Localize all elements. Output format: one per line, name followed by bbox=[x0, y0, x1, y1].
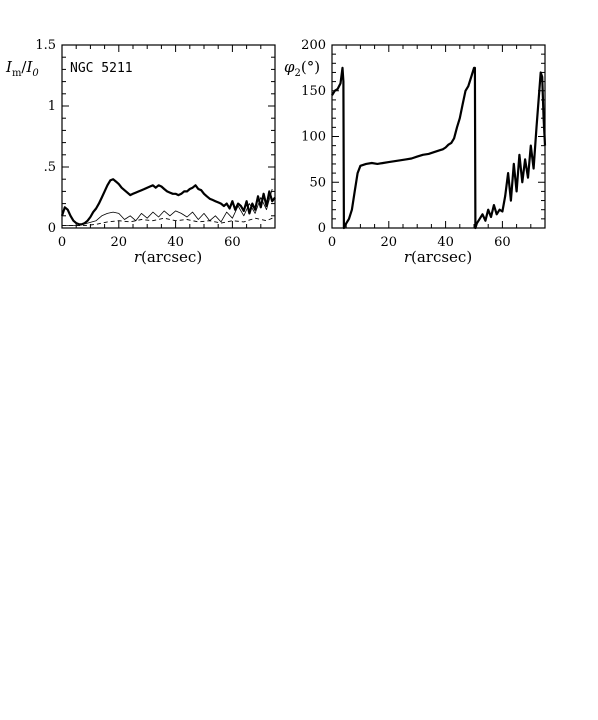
left-x-tick-label: 20 bbox=[111, 235, 128, 250]
left-y-tick-label: 1.5 bbox=[35, 38, 56, 53]
figure: 0 20 40 60 0 .5 1 1.5 NGC 5211 Im/I0 r(arcsec)… bbox=[5, 38, 547, 266]
right-x-tick-label: 0 bbox=[328, 235, 336, 250]
left-plot-frame bbox=[61, 44, 276, 229]
right-y-tick-label: 0 bbox=[318, 221, 326, 236]
right-series bbox=[331, 66, 547, 230]
right-y-ticks: 0 50 100 150 200 bbox=[301, 38, 545, 236]
left-x-ticks: 0 20 40 60 bbox=[58, 45, 276, 250]
left-series-line-0 bbox=[60, 178, 276, 226]
right-x-tick-label: 40 bbox=[437, 235, 454, 250]
left-series bbox=[60, 178, 276, 227]
right-y-tick-label: 100 bbox=[301, 130, 326, 145]
left-series-line-2 bbox=[62, 216, 276, 227]
left-x-tick-label: 40 bbox=[167, 235, 184, 250]
left-y-axis-title: Im/I0 bbox=[5, 58, 39, 79]
right-y-axis-title: φ2(°) bbox=[284, 58, 320, 79]
right-x-tick-label: 20 bbox=[381, 235, 398, 250]
right-x-axis-title: r(arcsec) bbox=[404, 248, 472, 266]
left-x-tick-label: 0 bbox=[58, 235, 66, 250]
right-series-line-0 bbox=[331, 66, 547, 230]
right-y-tick-label: 150 bbox=[301, 84, 326, 99]
left-y-tick-label: .5 bbox=[44, 160, 56, 175]
right-panel: 0 20 40 60 0 50 100 150 200 φ2(°) r(arcsec) bbox=[284, 38, 547, 266]
left-x-tick-label: 60 bbox=[224, 235, 241, 250]
left-y-tick-label: 1 bbox=[48, 99, 56, 114]
left-annotation: NGC 5211 bbox=[70, 61, 133, 76]
left-series-line-1 bbox=[62, 188, 273, 226]
left-x-axis-title: r(arcsec) bbox=[134, 248, 202, 266]
right-x-tick-label: 60 bbox=[494, 235, 511, 250]
left-y-tick-label: 0 bbox=[48, 221, 56, 236]
right-x-ticks: 0 20 40 60 bbox=[328, 45, 546, 250]
right-plot-frame bbox=[331, 44, 546, 229]
left-panel: 0 20 40 60 0 .5 1 1.5 NGC 5211 Im/I0 r(arcsec) bbox=[5, 38, 276, 266]
right-y-tick-label: 200 bbox=[301, 38, 326, 53]
left-y-ticks: 0 .5 1 1.5 bbox=[35, 38, 275, 236]
right-y-tick-label: 50 bbox=[309, 175, 326, 190]
